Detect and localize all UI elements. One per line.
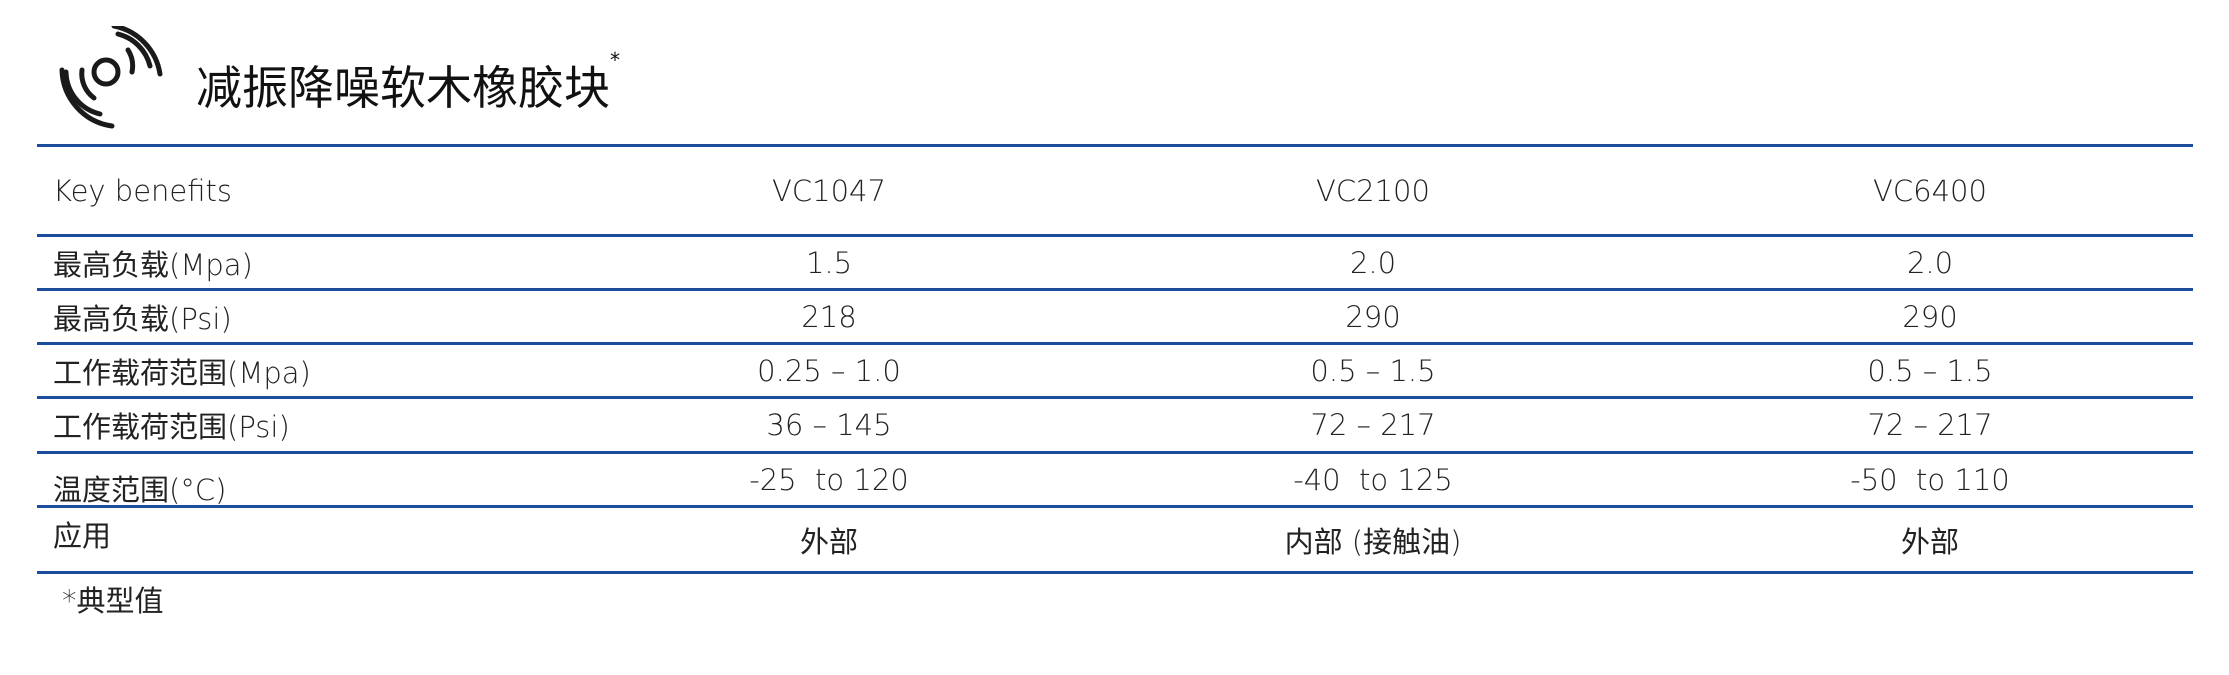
rule [37, 144, 2193, 147]
rule [37, 571, 2193, 574]
cell: 2.0 [1906, 246, 1954, 280]
table-row: 最高负载(Mpa) 1.5 2.0 2.0 [37, 237, 2193, 289]
cell: 0.5 – 1.5 [1310, 354, 1436, 388]
row-label: 工作载荷范围(Mpa) [53, 356, 311, 390]
title-text: 减振降噪软木橡胶块 [196, 61, 610, 115]
cell: 72 – 217 [1310, 408, 1436, 442]
cell: 72 – 217 [1867, 408, 1993, 442]
header-vc6400: VC6400 [1873, 173, 1987, 208]
row-label: 最高负载(Mpa) [53, 248, 253, 282]
row-label: 最高负载(Psi) [53, 302, 232, 336]
table-row: 温度范围(°C) -25 to 120 -40 to 125 -50 to 11… [37, 454, 2193, 507]
rule [37, 451, 2193, 454]
vibration-signal-icon [59, 26, 163, 129]
rule [37, 288, 2193, 291]
cell: -40 to 125 [1293, 463, 1453, 497]
table-row: 应用 外部 内部 (接触油) 外部 [37, 508, 2193, 572]
title-footnote-mark: * [610, 48, 620, 72]
cell: 0.25 – 1.0 [757, 354, 901, 388]
cell: 外部 [799, 525, 859, 559]
header-vc1047: VC1047 [772, 173, 886, 208]
table-header: Key benefits VC1047 VC2100 VC6400 [37, 147, 2193, 234]
row-label: 工作载荷范围(Psi) [53, 410, 290, 444]
cell: 218 [801, 300, 857, 334]
cell: 0.5 – 1.5 [1867, 354, 1993, 388]
cell: -25 to 120 [749, 463, 909, 497]
row-label: 应用 [53, 519, 112, 553]
table-row: 工作载荷范围(Psi) 36 – 145 72 – 217 72 – 217 [37, 399, 2193, 451]
row-label: 温度范围(°C) [53, 473, 227, 507]
header-label: Key benefits [53, 173, 233, 208]
cell: -50 to 110 [1850, 463, 2010, 497]
cell: 2.0 [1349, 246, 1397, 280]
rule [37, 234, 2193, 237]
cell: 36 – 145 [766, 408, 892, 442]
rule [37, 396, 2193, 399]
table-row: 最高负载(Psi) 218 290 290 [37, 291, 2193, 343]
footnote: *典型值 [62, 584, 164, 618]
cell: 290 [1345, 300, 1401, 334]
table-row: 工作载荷范围(Mpa) 0.25 – 1.0 0.5 – 1.5 0.5 – 1… [37, 345, 2193, 397]
page-title: 减振降噪软木橡胶块* [196, 48, 620, 118]
cell: 外部 [1900, 525, 1960, 559]
cell: 290 [1902, 300, 1958, 334]
rule [37, 505, 2193, 508]
rule [37, 342, 2193, 345]
header-vc2100: VC2100 [1316, 173, 1430, 208]
cell: 1.5 [805, 246, 853, 280]
cell: 内部 (接触油) [1284, 525, 1462, 559]
